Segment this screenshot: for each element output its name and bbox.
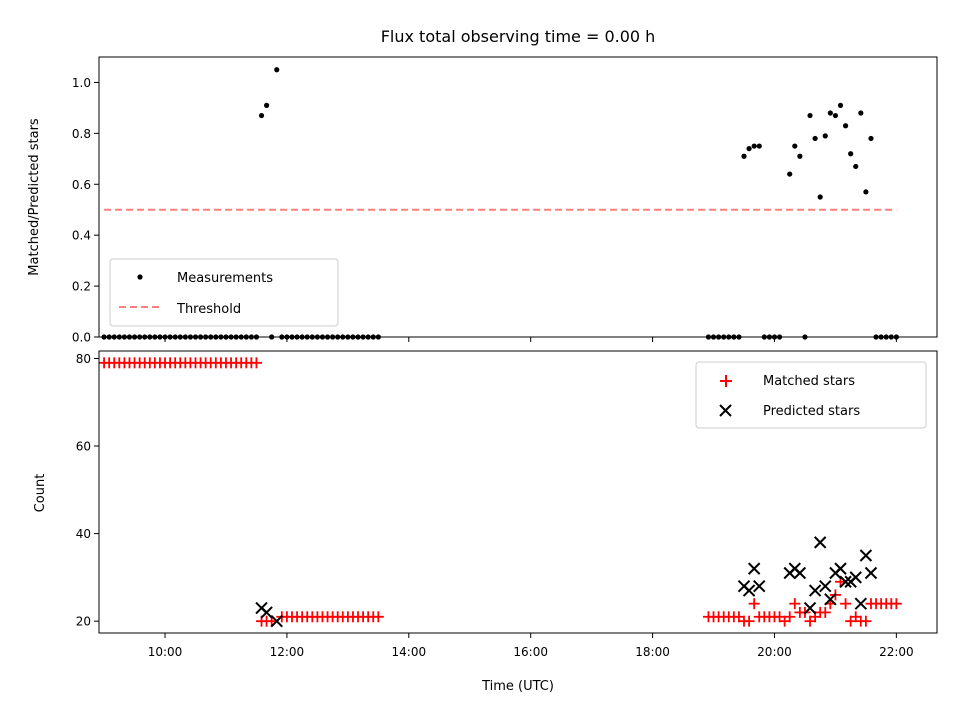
predicted-star-point xyxy=(859,549,873,562)
measurements-series xyxy=(101,67,899,340)
predicted-star-point xyxy=(260,606,273,619)
bottom-legend-box xyxy=(695,361,927,429)
bottom-y-tick-label: 20 xyxy=(76,615,91,629)
matched-star-point xyxy=(819,606,831,618)
predicted-star-point xyxy=(747,562,761,575)
predicted-star-point xyxy=(824,593,837,606)
measurement-point xyxy=(751,143,757,149)
top-y-tick-label: 0.6 xyxy=(72,178,91,192)
measurement-point xyxy=(822,133,828,139)
measurement-point xyxy=(787,171,793,177)
bottom-y-tick-label: 80 xyxy=(76,352,91,366)
measurement-point xyxy=(264,102,270,108)
legend-matched-label: Matched stars xyxy=(763,374,855,389)
x-tick-label: 22:00 xyxy=(879,645,914,659)
x-tick-label: 20:00 xyxy=(757,645,792,659)
bottom-panel: 20 40 60 80 10:00 12:00 14:00 16:00 18:00 20:00 2… xyxy=(33,350,938,694)
measurement-point xyxy=(258,112,265,119)
x-tick-label: 14:00 xyxy=(392,645,427,659)
matched-stars-series xyxy=(98,357,902,627)
measurement-point xyxy=(848,151,854,157)
measurement-point xyxy=(797,153,803,159)
legend-threshold-label: Threshold xyxy=(176,302,241,317)
matched-star-point xyxy=(743,615,755,627)
predicted-star-point xyxy=(854,597,868,610)
measurement-point xyxy=(746,146,752,152)
predicted-star-point xyxy=(742,584,756,597)
legend-measurements-label: Measurements xyxy=(177,271,273,286)
measurement-point xyxy=(842,123,849,129)
x-tick-label: 16:00 xyxy=(513,645,548,659)
matched-star-point xyxy=(250,357,262,369)
measurement-point xyxy=(832,112,839,119)
measurement-point xyxy=(858,110,864,116)
top-legend: Measurements Threshold xyxy=(109,258,339,327)
measurement-point xyxy=(817,194,823,200)
bottom-y-axis-label: Count xyxy=(33,474,48,513)
top-x-ticks xyxy=(164,337,897,342)
predicted-star-point xyxy=(793,566,807,580)
legend-matched-marker xyxy=(720,375,732,387)
predicted-star-point xyxy=(834,562,847,575)
matched-star-point xyxy=(789,598,801,610)
top-y-tick-label: 0.8 xyxy=(72,127,91,141)
predicted-star-point xyxy=(813,536,827,549)
measurement-point xyxy=(756,143,762,149)
matched-star-point xyxy=(860,615,872,627)
predicted-star-point xyxy=(849,571,862,584)
x-tick-label: 18:00 xyxy=(635,645,670,659)
bottom-y-tick-label: 60 xyxy=(76,440,91,454)
measurement-point xyxy=(868,135,874,142)
top-y-ticks: 0.0 0.2 0.4 0.6 0.8 1.0 xyxy=(72,76,99,345)
top-y-tick-label: 0.2 xyxy=(72,280,91,294)
top-y-axis-label: Matched/Predicted stars xyxy=(27,118,42,276)
legend-measurements-marker xyxy=(137,274,143,280)
predicted-star-point xyxy=(803,601,817,615)
top-panel: 0.0 0.2 0.4 0.6 0.8 1.0 Matched/Predicted sta… xyxy=(27,56,938,345)
measurement-point xyxy=(812,135,818,142)
legend-predicted-marker xyxy=(719,404,732,417)
top-y-tick-label: 0.4 xyxy=(72,229,91,243)
top-y-tick-label: 1.0 xyxy=(72,76,91,90)
top-plot-frame xyxy=(98,56,938,338)
predicted-star-point xyxy=(270,614,283,628)
matched-star-point xyxy=(372,611,384,623)
measurement-point xyxy=(792,143,798,149)
measurement-point xyxy=(827,110,833,116)
predicted-star-point xyxy=(839,575,852,588)
bottom-y-ticks: 20 40 60 80 xyxy=(76,352,99,629)
x-tick-label: 10:00 xyxy=(148,645,183,659)
bottom-plot-frame xyxy=(98,350,938,634)
top-y-tick-label: 0.0 xyxy=(72,331,91,345)
predicted-star-point xyxy=(819,579,832,593)
matched-star-point xyxy=(890,598,902,610)
measurement-point xyxy=(863,189,869,195)
measurement-point xyxy=(837,102,844,108)
predicted-star-point xyxy=(808,584,822,597)
matched-star-point xyxy=(784,611,796,623)
predicted-stars-series xyxy=(255,536,878,628)
predicted-star-point xyxy=(753,579,766,593)
measurement-point xyxy=(274,67,280,73)
chart-title: Flux total observing time = 0.00 h xyxy=(381,27,656,46)
bottom-legend: Matched stars Predicted stars xyxy=(695,361,927,429)
legend-predicted-label: Predicted stars xyxy=(763,404,860,419)
measurement-point xyxy=(853,163,859,170)
bottom-y-tick-label: 40 xyxy=(76,527,91,541)
measurement-point xyxy=(807,112,813,119)
top-legend-box xyxy=(109,258,339,327)
bottom-x-ticks: 10:00 12:00 14:00 16:00 18:00 20:00 22:00 xyxy=(148,633,914,659)
measurement-point xyxy=(741,153,747,159)
x-tick-label: 12:00 xyxy=(270,645,305,659)
predicted-star-point xyxy=(864,566,878,580)
x-axis-label: Time (UTC) xyxy=(481,679,554,694)
matched-star-point xyxy=(748,598,760,610)
matched-star-point xyxy=(840,598,852,610)
